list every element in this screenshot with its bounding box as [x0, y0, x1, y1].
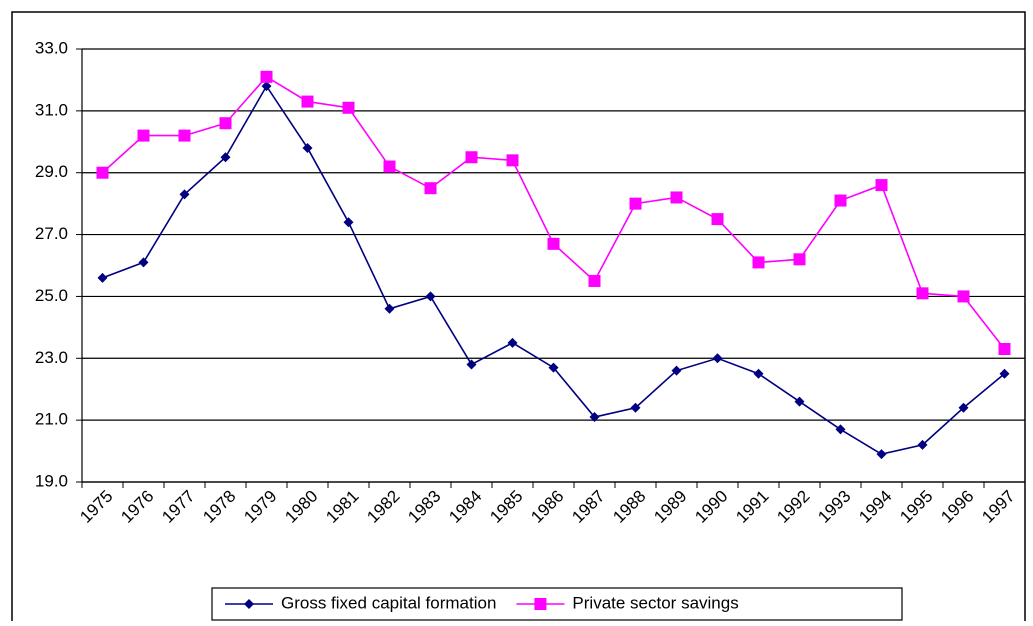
legend-marker [534, 598, 547, 610]
point [507, 337, 518, 348]
point [834, 194, 847, 207]
y-tick-label: 33.0 [35, 38, 68, 57]
point [876, 449, 887, 460]
point [835, 424, 846, 435]
x-tick-label: 1983 [404, 487, 444, 527]
x-tick-label: 1977 [158, 487, 198, 527]
point [548, 362, 559, 373]
y-tick-label: 25.0 [35, 286, 68, 305]
x-tick-label: 1997 [978, 487, 1018, 527]
x-tick-label: 1988 [609, 487, 649, 527]
x-tick-label: 1987 [568, 487, 608, 527]
point [753, 368, 764, 379]
point [875, 179, 888, 192]
x-tick-label: 1979 [240, 487, 280, 527]
legend-marker [244, 599, 254, 609]
point [343, 217, 354, 228]
point [219, 117, 232, 130]
chart-border [11, 11, 1026, 626]
x-tick-label: 1978 [199, 487, 239, 527]
point [342, 101, 355, 114]
legend-label: Gross fixed capital formation [281, 593, 496, 612]
x-tick-label: 1986 [527, 487, 567, 527]
point [178, 129, 191, 142]
x-tick-label: 1981 [322, 487, 362, 527]
x-tick-label: 1993 [814, 487, 854, 527]
point [671, 365, 682, 376]
point [752, 256, 765, 269]
x-tick-label: 1975 [76, 487, 116, 527]
point [425, 291, 436, 302]
point [917, 439, 928, 450]
point [670, 191, 683, 204]
legend-label: Private sector savings [572, 593, 738, 612]
y-tick-label: 31.0 [35, 100, 68, 119]
point [957, 290, 970, 303]
point [424, 182, 437, 195]
point [712, 353, 723, 364]
y-tick-label: 19.0 [35, 471, 68, 490]
point [630, 402, 641, 413]
x-tick-label: 1980 [281, 487, 321, 527]
point [260, 70, 273, 83]
point [588, 274, 601, 287]
y-tick-label: 29.0 [35, 162, 68, 181]
point [999, 368, 1010, 379]
point [261, 81, 272, 92]
point [97, 272, 108, 283]
x-tick-label: 1990 [691, 487, 731, 527]
point [179, 189, 190, 200]
point [958, 402, 969, 413]
x-tick-label: 1996 [937, 487, 977, 527]
x-tick-label: 1984 [445, 487, 485, 527]
point [589, 412, 600, 423]
point [465, 151, 478, 164]
point [998, 343, 1011, 356]
x-tick-label: 1995 [896, 487, 936, 527]
series-line [101, 75, 1006, 350]
point [301, 95, 314, 108]
x-tick-label: 1991 [732, 487, 772, 527]
point [137, 129, 150, 142]
point [711, 213, 724, 226]
x-tick-label: 1992 [773, 487, 813, 527]
x-tick-label: 1976 [117, 487, 157, 527]
y-tick-label: 23.0 [35, 348, 68, 367]
y-tick-label: 27.0 [35, 224, 68, 243]
y-tick-label: 21.0 [35, 410, 68, 429]
point [220, 152, 231, 163]
point [793, 253, 806, 266]
x-tick-label: 1994 [855, 487, 895, 527]
point [547, 237, 560, 250]
series-line [102, 84, 1006, 456]
point [96, 166, 109, 179]
x-tick-label: 1985 [486, 487, 526, 527]
point [138, 257, 149, 268]
point [794, 396, 805, 407]
point [506, 154, 519, 167]
point [466, 359, 477, 370]
x-tick-label: 1989 [650, 487, 690, 527]
point [629, 197, 642, 210]
point [916, 287, 929, 300]
x-tick-label: 1982 [363, 487, 403, 527]
point [383, 160, 396, 173]
point [302, 142, 313, 153]
point [384, 303, 395, 314]
